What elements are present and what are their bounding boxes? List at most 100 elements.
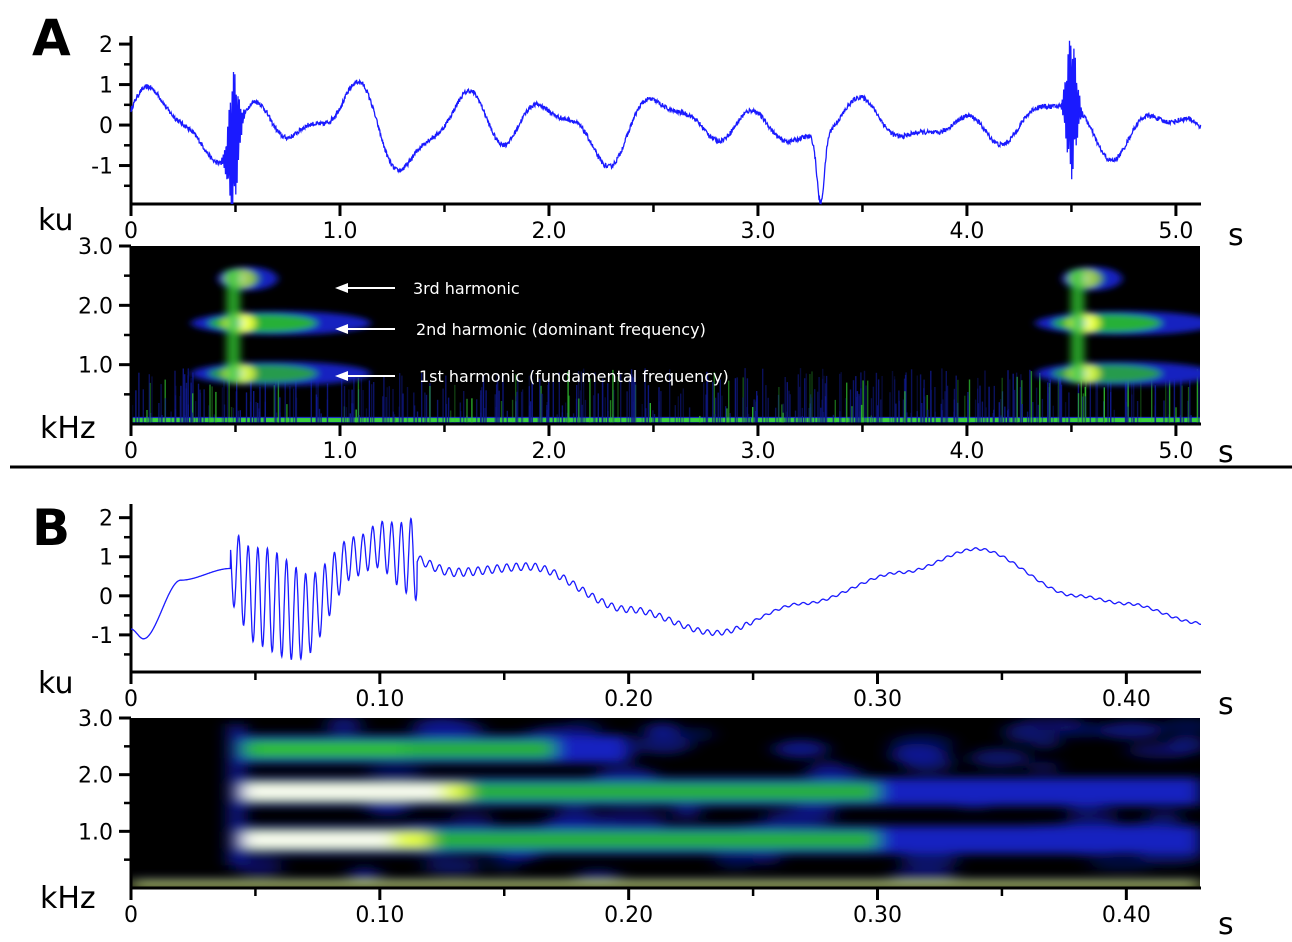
spectrogram-a-noise-streak bbox=[383, 376, 385, 424]
spectrogram-a-noise-streak bbox=[852, 380, 855, 424]
spectrogram-a-noise-streak bbox=[484, 408, 486, 424]
spectrogram-a-noise-streak bbox=[237, 410, 240, 424]
spectrogram-a-noise-streak bbox=[977, 403, 980, 424]
spectrogram-a-noise-streak bbox=[941, 410, 943, 424]
waveform-b-x-ticks: 0 0.10 0.20 0.30 0.40 bbox=[124, 670, 1201, 712]
annotation-label: 2nd harmonic (dominant frequency) bbox=[416, 320, 706, 339]
spectrogram-a-noise-streak bbox=[604, 397, 606, 424]
spectrogram-a-noise-streak bbox=[1154, 385, 1156, 424]
spectrogram-a-noise-streak bbox=[185, 382, 188, 424]
spectrogram-a-noise-streak bbox=[495, 406, 497, 424]
spectrogram-b-x-tick-label: 0.10 bbox=[355, 903, 404, 928]
spectrogram-a-x-tick-label: 2.0 bbox=[531, 439, 566, 464]
spectrogram-a-noise-streak bbox=[1103, 387, 1105, 424]
spectrogram-a-noise-streak bbox=[677, 396, 679, 424]
spectrogram-a-noise-streak bbox=[572, 413, 575, 424]
spectrogram-a-noise-streak bbox=[644, 368, 646, 424]
spectrogram-a-noise-streak bbox=[289, 386, 291, 424]
spectrogram-a-noise-streak bbox=[809, 374, 811, 424]
spectrogram-a-noise-streak bbox=[1060, 384, 1063, 424]
spectrogram-a-noise-streak bbox=[357, 377, 360, 424]
spectrogram-a-noise-streak bbox=[401, 375, 403, 424]
waveform-b-x-tick-label: 0.30 bbox=[853, 687, 902, 712]
spectrogram-a-noise-streak bbox=[1096, 369, 1099, 424]
spectrogram-b-harmonic-hot bbox=[255, 743, 405, 756]
waveform-a-x-tick-label: 1.0 bbox=[322, 219, 357, 244]
spectrogram-a-noise-streak bbox=[1059, 369, 1062, 424]
spectrogram-a-noise-streak bbox=[273, 385, 275, 424]
spectrogram-a-noise-streak bbox=[955, 375, 957, 424]
spectrogram-a-noise-streak bbox=[315, 394, 318, 424]
spectrogram-a-noise-streak bbox=[734, 378, 737, 424]
panel-letter-b: B bbox=[32, 499, 70, 557]
spectrogram-a-noise-streak bbox=[1077, 393, 1080, 424]
spectrogram-a-noise-streak bbox=[556, 414, 558, 424]
spectrogram-a-noise-streak bbox=[1000, 415, 1002, 424]
waveform-a-x-ticks: 0 1.0 2.0 3.0 4.0 5.0 bbox=[124, 202, 1201, 244]
spectrogram-b-x-tick-label: 0.20 bbox=[604, 903, 653, 928]
spectrogram-a-noise bbox=[131, 368, 1200, 424]
spectrogram-a-noise-streak bbox=[822, 368, 824, 424]
spectrogram-a-noise-streak bbox=[749, 417, 752, 424]
waveform-b-y-ticks: 2 1 0 -1 bbox=[91, 504, 133, 672]
spectrogram-a-noise-streak bbox=[1013, 389, 1016, 424]
spectrogram-a-noise-streak bbox=[1126, 416, 1129, 424]
spectrogram-a-noise-streak bbox=[801, 416, 804, 424]
spectrogram-a-noise-streak bbox=[179, 396, 181, 424]
spectrogram-a-noise-streak bbox=[1081, 396, 1084, 424]
spectrogram-a-noise-streak bbox=[515, 401, 517, 424]
spectrogram-a-noise-streak bbox=[821, 378, 824, 424]
spectrogram-a-noise-streak bbox=[521, 389, 524, 424]
spectrogram-a-noise-streak bbox=[649, 403, 651, 424]
waveform-b-x-tick-label: 0 bbox=[124, 687, 138, 712]
spectrogram-a-noise-streak bbox=[669, 369, 671, 424]
spectrogram-a-x-tick-label: 1.0 bbox=[322, 439, 357, 464]
spectrogram-a-x-ticks: 0 1.0 2.0 3.0 4.0 5.0 bbox=[124, 422, 1201, 464]
spectrogram-a-noise-streak bbox=[1181, 376, 1183, 424]
spectrogram-a-noise-streak bbox=[916, 411, 918, 424]
spectrogram-a-noise-streak bbox=[213, 414, 216, 424]
spectrogram-a-noise-streak bbox=[564, 402, 567, 424]
spectrogram-a-noise-streak bbox=[1009, 379, 1011, 424]
spectrogram-a-noise-streak bbox=[382, 396, 384, 424]
spectrogram-b-harmonic-peak bbox=[242, 785, 443, 798]
spectrogram-a-noise-streak bbox=[274, 389, 276, 424]
spectrogram-a-noise-streak bbox=[1168, 379, 1171, 424]
spectrogram-a-noise-streak bbox=[945, 371, 947, 424]
spectrogram-a-noise-streak bbox=[582, 368, 585, 424]
spectrogram-a-noise-streak bbox=[1041, 398, 1044, 424]
spectrogram-a-noise-streak bbox=[999, 399, 1002, 424]
spectrogram-a-noise-streak bbox=[921, 403, 923, 424]
spectrogram-a-noise-streak bbox=[1068, 392, 1070, 424]
spectrogram-a-noise-streak bbox=[1107, 370, 1109, 424]
spectrogram-a-noise-streak bbox=[579, 390, 582, 424]
spectrogram-a-noise-streak bbox=[1080, 380, 1082, 424]
spectrogram-a-noise-streak bbox=[824, 396, 827, 424]
spectrogram-a-noise-streak bbox=[471, 398, 473, 424]
spectrogram-a-noise-streak bbox=[934, 411, 936, 424]
spectrogram-a-noise-streak bbox=[894, 379, 896, 424]
spectrogram-a-noise-streak bbox=[919, 374, 922, 424]
spectrogram-b-texture bbox=[635, 734, 693, 755]
spectrogram-a-noise-streak bbox=[221, 387, 224, 424]
spectrogram-b-texture bbox=[367, 764, 423, 778]
spectrogram-a-noise-streak bbox=[184, 415, 186, 424]
spectrogram-a-noise-streak bbox=[632, 377, 634, 424]
spectrogram-a-noise-streak bbox=[597, 393, 599, 424]
spectrogram-a-noise-streak bbox=[362, 390, 364, 424]
spectrogram-a-noise-streak bbox=[946, 385, 949, 424]
spectrogram-a-noise-streak bbox=[923, 379, 925, 424]
spectrogram-a-noise-streak bbox=[993, 385, 995, 424]
spectrogram-a-noise-streak bbox=[957, 402, 959, 424]
spectrogram-a-noise-streak bbox=[674, 405, 676, 424]
spectrogram-b-texture bbox=[969, 748, 1030, 768]
waveform-a-x-unit: s bbox=[1228, 218, 1244, 253]
spectrogram-a-noise-streak bbox=[537, 417, 539, 424]
spectrogram-a-noise-streak bbox=[180, 385, 182, 424]
spectrogram-a-noise-streak bbox=[402, 393, 404, 424]
spectrogram-b-texture bbox=[773, 739, 828, 759]
waveform-a-x-tick-label: 4.0 bbox=[949, 219, 984, 244]
spectrogram-a-noise-streak bbox=[703, 382, 705, 424]
spectrogram-a-noise-streak bbox=[775, 407, 777, 424]
